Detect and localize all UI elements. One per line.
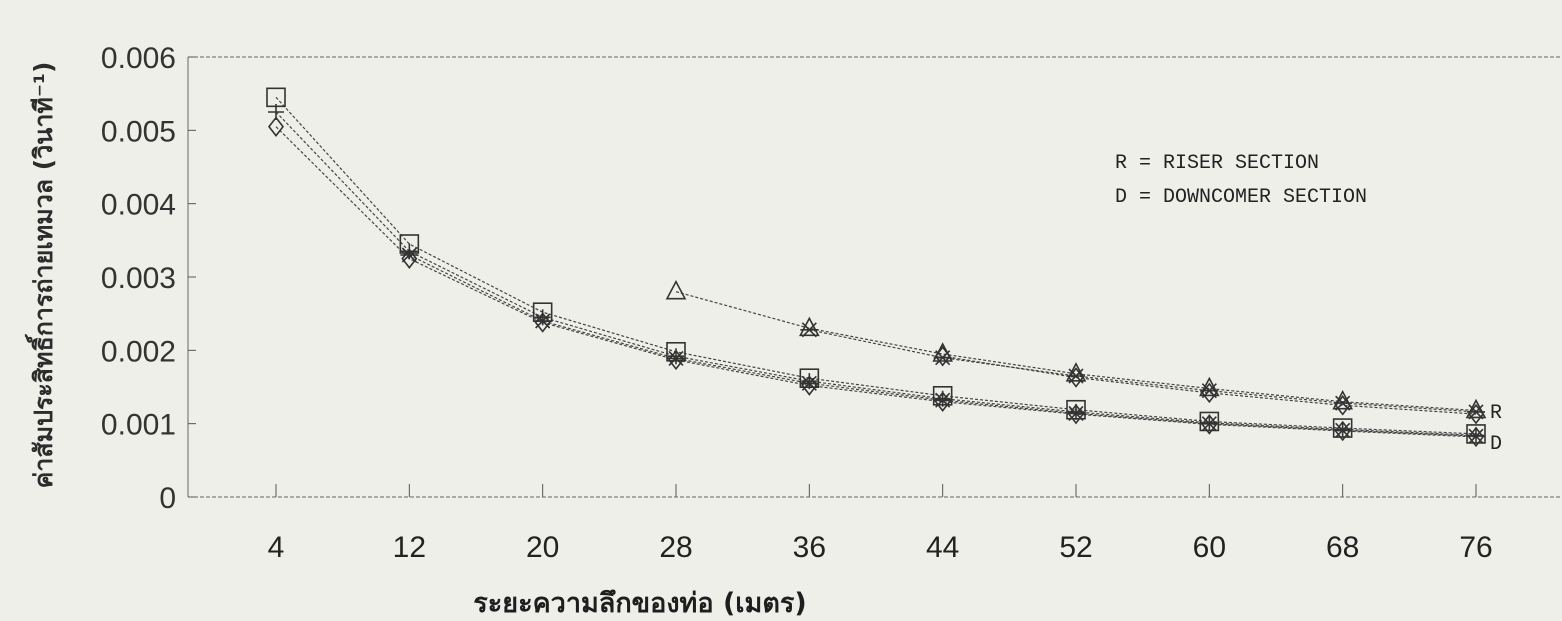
y-tick-label: 0.002 <box>101 335 176 368</box>
data-point-star <box>533 313 552 329</box>
x-tick-label: 60 <box>1193 531 1226 564</box>
data-point-diamond <box>1201 382 1218 404</box>
data-point-plus <box>401 243 418 260</box>
data-point-diamond <box>1067 403 1085 425</box>
end-label-downcomer: D <box>1490 433 1502 456</box>
data-point-triangle <box>799 316 820 337</box>
y-ticks: 0 0.001 0.002 0.003 0.004 0.005 0.006 <box>101 42 196 515</box>
x-tick-label: 12 <box>393 531 426 564</box>
data-point-diamond <box>1467 426 1485 448</box>
data-point-diamond <box>1334 420 1351 442</box>
data-point-diamond <box>267 116 285 137</box>
data-point-star <box>800 322 819 338</box>
data-point-triangle <box>665 279 687 300</box>
y-tick-label: 0.006 <box>101 42 176 75</box>
data-point-star <box>800 375 819 391</box>
data-point-star <box>1067 405 1085 421</box>
data-point-diamond <box>1334 395 1351 416</box>
data-point-diamond <box>667 349 685 371</box>
data-point-diamond <box>1067 367 1085 388</box>
legend: R = RISER SECTION D = DOWNCOMER SECTION <box>1115 152 1367 209</box>
series-line-2 <box>942 355 1477 415</box>
series-line-1 <box>809 329 1477 413</box>
x-axis-label: ระยะความลึกของท่อ (เมตร) <box>473 588 806 619</box>
y-tick-label: 0.003 <box>101 262 176 295</box>
data-point-diamond <box>1467 403 1485 425</box>
y-tick-label: 0.004 <box>101 189 176 222</box>
data-point-star <box>1467 428 1485 444</box>
data-point-triangle <box>1332 389 1353 410</box>
x-ticks: 4 12 20 28 36 44 52 60 68 76 <box>268 484 1493 564</box>
data-point-plus <box>534 309 551 326</box>
data-point-diamond <box>934 391 951 412</box>
x-tick-label: 36 <box>793 531 826 564</box>
series-markers <box>266 87 1487 448</box>
series-lines <box>275 96 1477 438</box>
y-tick-label: 0.001 <box>101 409 176 442</box>
series-line-0 <box>675 291 1477 412</box>
data-point-triangle <box>1465 398 1487 419</box>
x-tick-label: 68 <box>1326 531 1359 564</box>
data-point-star <box>1333 422 1352 438</box>
y-tick-label: 0 <box>159 482 176 515</box>
y-tick-label: 0.005 <box>101 115 176 148</box>
series-line-5 <box>275 126 1477 438</box>
x-tick-label: 28 <box>659 531 692 564</box>
y-axis-label: ค่าสัมประสิทธิ์การถ่ายเทมวล (วินาที⁻¹) <box>24 62 58 489</box>
data-point-star <box>667 350 685 366</box>
x-tick-label: 20 <box>526 531 559 564</box>
end-label-riser: R <box>1490 402 1502 425</box>
data-point-star <box>400 247 419 263</box>
x-tick-label: 4 <box>268 531 285 564</box>
x-tick-label: 52 <box>1059 531 1092 564</box>
series-line-3 <box>275 96 1477 435</box>
data-point-diamond <box>801 375 818 396</box>
data-point-star <box>1200 416 1219 432</box>
series-line-4 <box>275 111 1477 436</box>
legend-entry-riser: R = RISER SECTION <box>1115 152 1319 175</box>
data-point-diamond <box>934 345 951 367</box>
data-point-diamond <box>534 312 551 333</box>
legend-entry-downcomer: D = DOWNCOMER SECTION <box>1115 186 1367 209</box>
data-point-star <box>933 392 952 408</box>
x-tick-label: 44 <box>926 531 959 564</box>
x-tick-label: 76 <box>1459 531 1492 564</box>
data-point-diamond <box>1201 414 1218 435</box>
